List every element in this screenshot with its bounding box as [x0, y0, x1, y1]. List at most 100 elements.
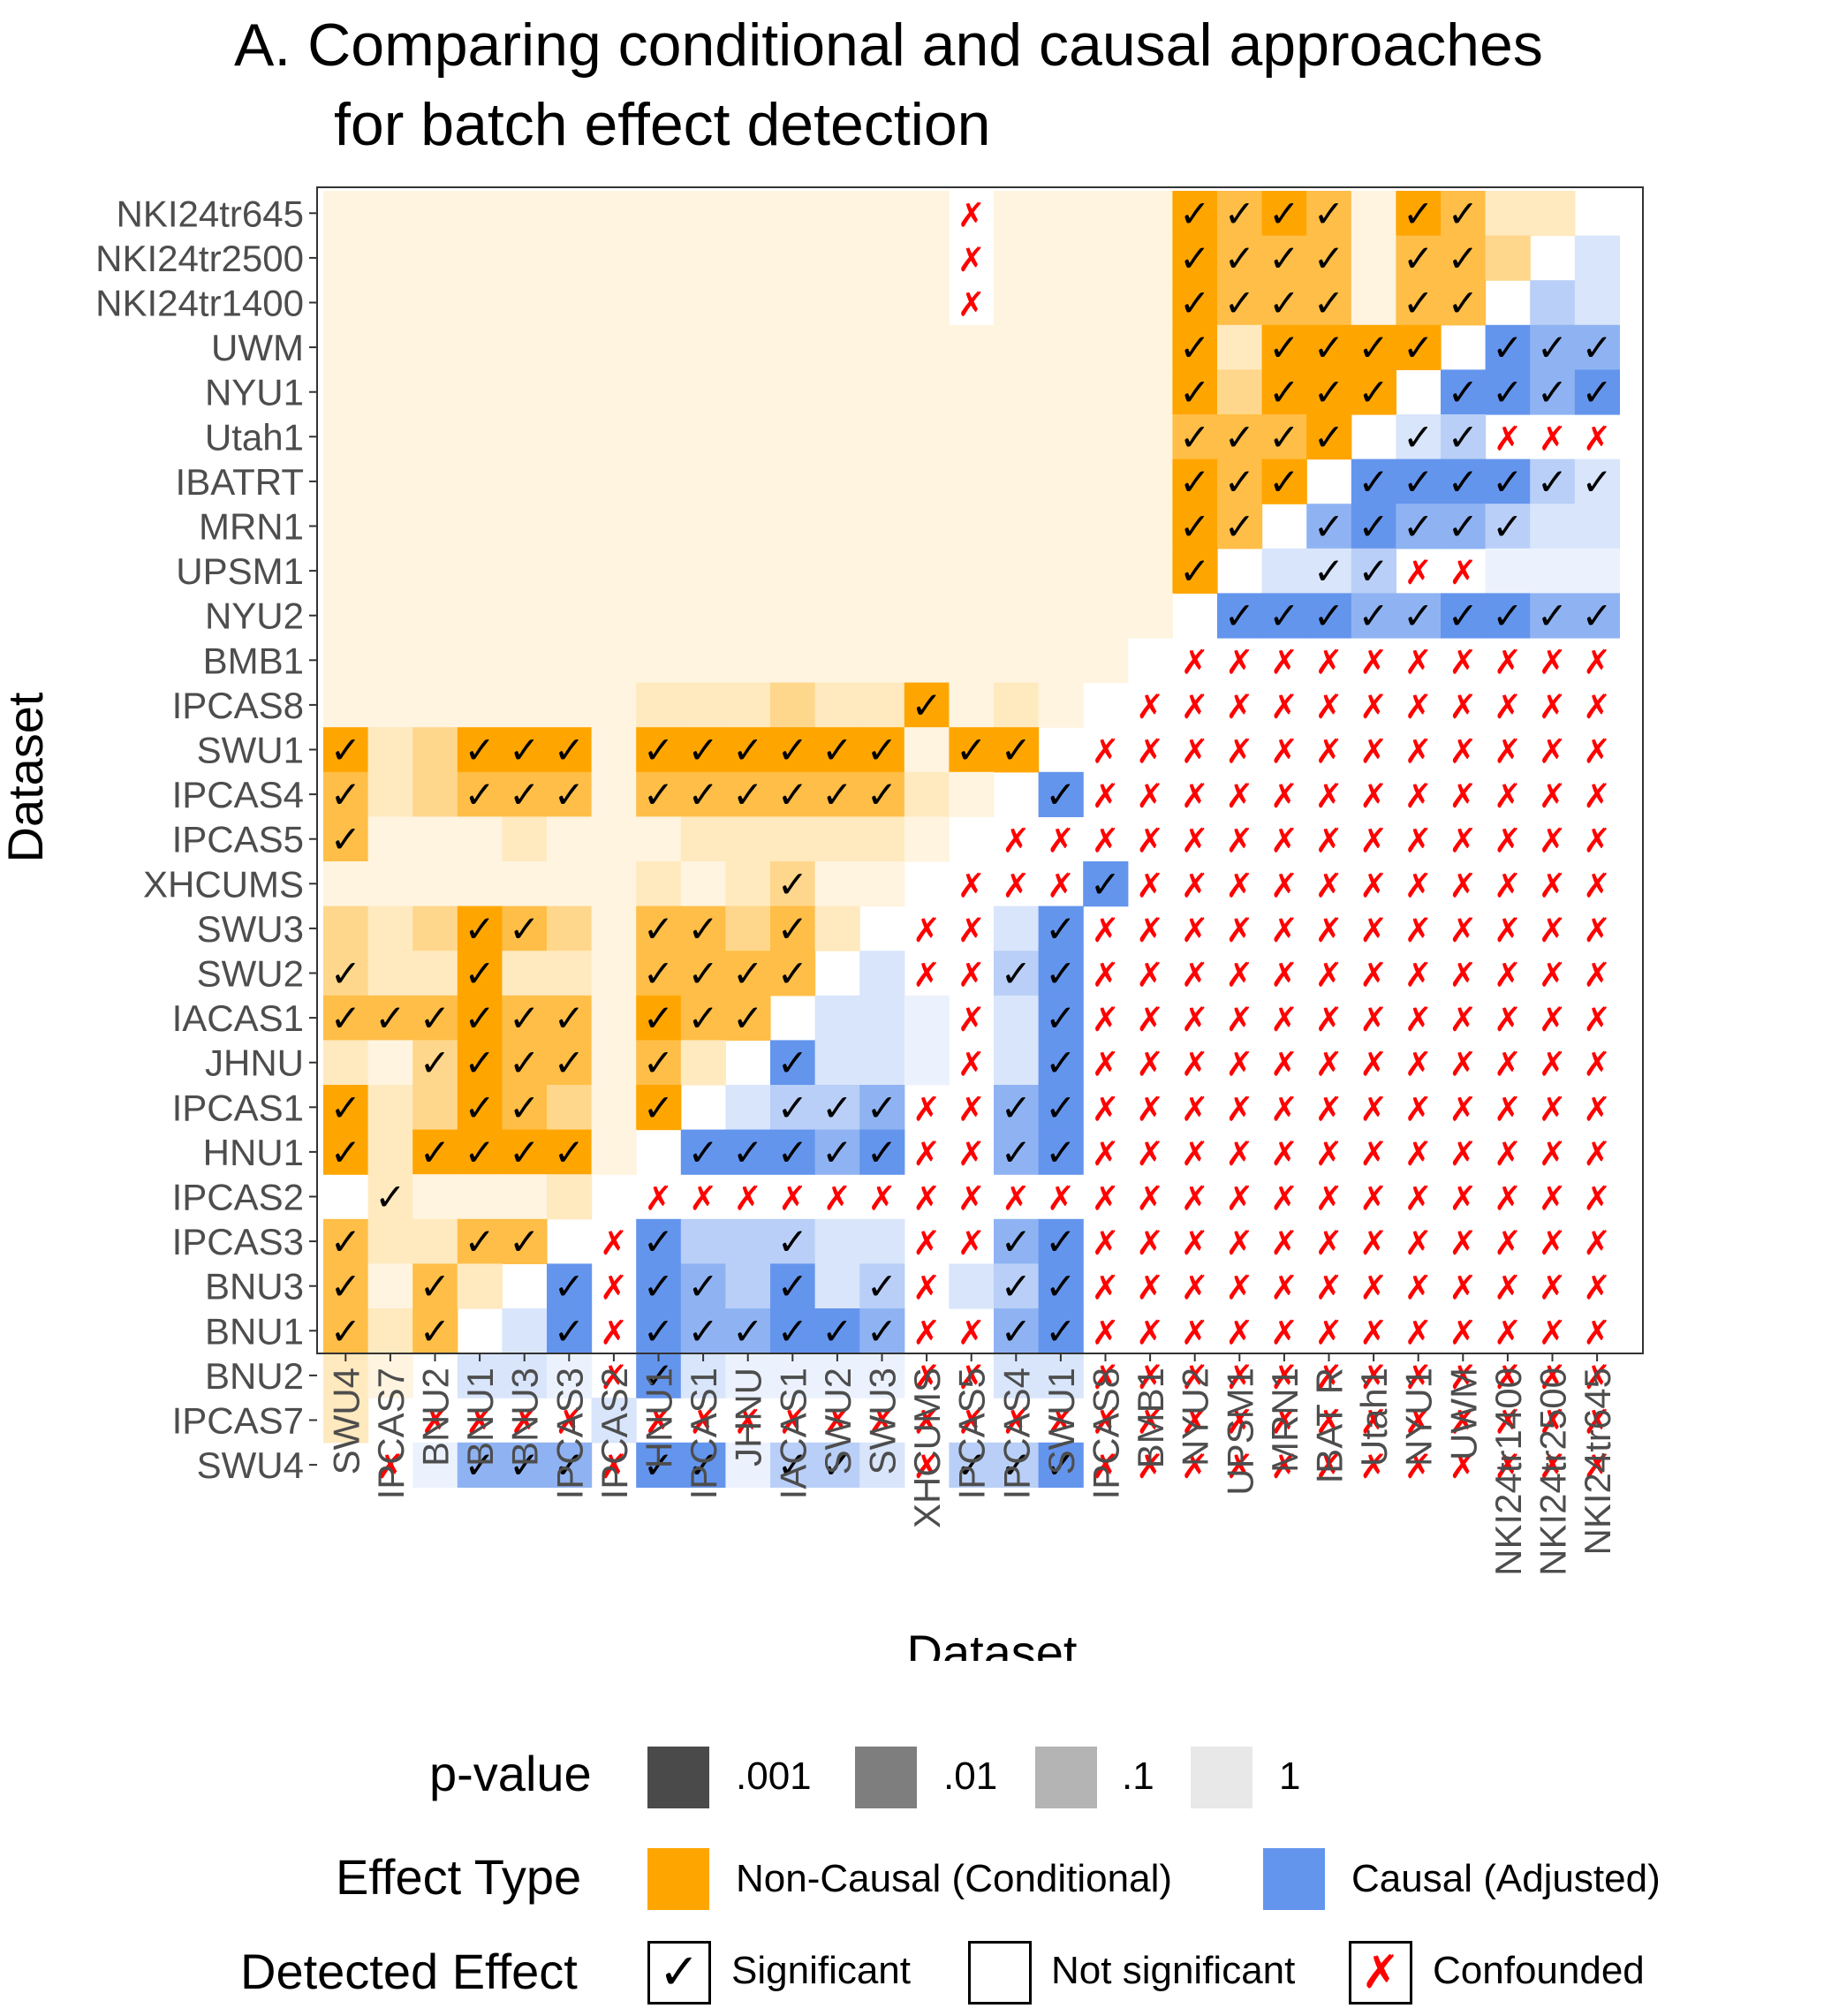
significant-check-mark: ✓ [1313, 505, 1344, 549]
confounded-cross-mark: ✗ [1225, 1179, 1253, 1218]
significant-check-mark: ✓ [1358, 460, 1389, 504]
heatmap-cell [412, 324, 458, 370]
confounded-cross-mark: ✗ [1449, 822, 1477, 860]
y-axis-tick-label: BNU3 [205, 1266, 304, 1307]
confounded-cross-mark: ✗ [1583, 822, 1611, 860]
heatmap-cell [1172, 191, 1218, 237]
significant-check-mark: ✓ [1537, 371, 1568, 414]
heatmap-cell [502, 548, 548, 594]
heatmap-cell [725, 593, 771, 639]
heatmap-cell [636, 816, 682, 862]
heatmap-cell [859, 682, 905, 728]
heatmap-cell [859, 727, 905, 773]
significant-check-mark: ✓ [687, 1444, 718, 1487]
heatmap-cell [994, 459, 1040, 504]
heatmap-cell [904, 324, 950, 370]
heatmap-cell [502, 951, 548, 997]
heatmap-cell [591, 1129, 637, 1175]
confounded-cross-mark: ✗ [1583, 1447, 1611, 1486]
significant-check-mark: ✓ [1224, 237, 1255, 280]
heatmap-cell [1306, 504, 1352, 549]
heatmap-cell [1038, 682, 1084, 728]
y-axis-tick-label: BNU2 [205, 1355, 304, 1397]
heatmap-cell [1038, 906, 1084, 951]
significant-check-mark: ✓ [1045, 907, 1076, 951]
significant-check-mark: ✓ [1045, 1086, 1076, 1129]
heatmap-cell [814, 1218, 860, 1264]
confounded-cross-mark: ✗ [1583, 419, 1611, 458]
heatmap-cell [949, 638, 995, 684]
heatmap-cell [1530, 191, 1576, 237]
significant-check-mark: ✓ [330, 1131, 361, 1174]
heatmap-cell [725, 1129, 771, 1175]
confounded-cross-mark: ✗ [689, 1179, 717, 1218]
heatmap-cell [994, 1442, 1040, 1488]
legend-effect-noncausal-label: Non-Causal (Conditional) [736, 1857, 1173, 1900]
heatmap-cell [591, 1085, 637, 1131]
confounded-cross-mark: ✗ [1181, 1313, 1209, 1352]
heatmap-cell [591, 191, 637, 237]
significant-check-mark: ✓ [1045, 952, 1076, 996]
significant-check-mark: ✓ [732, 1309, 763, 1353]
y-axis-tick-label: IPCAS3 [172, 1221, 304, 1262]
heatmap-cell [859, 995, 905, 1041]
heatmap-cell [547, 235, 593, 281]
heatmap-cell [1530, 504, 1576, 549]
heatmap-cell [1485, 324, 1531, 370]
significant-check-mark: ✓ [464, 1131, 495, 1174]
heatmap-cell [323, 1129, 369, 1175]
heatmap-cell [367, 771, 413, 817]
significant-check-mark: ✓ [1313, 549, 1344, 593]
significant-check-mark: ✓ [1001, 1131, 1032, 1174]
significant-check-mark: ✓ [643, 773, 674, 816]
heatmap-cell [636, 861, 682, 907]
heatmap-cell [457, 459, 503, 504]
confounded-cross-mark: ✗ [1404, 1269, 1433, 1307]
heatmap-cell [1306, 191, 1352, 237]
confounded-cross-mark: ✗ [1181, 1403, 1209, 1442]
confounded-cross-mark: ✗ [555, 1403, 583, 1442]
heatmap-cell [367, 1218, 413, 1264]
heatmap-cell [725, 682, 771, 728]
confounded-cross-mark: ✗ [1539, 1089, 1567, 1128]
confounded-cross-mark: ✗ [1449, 1089, 1477, 1128]
significant-check-mark: ✓ [330, 997, 361, 1040]
confounded-cross-mark: ✗ [1583, 1134, 1611, 1173]
significant-check-mark: ✓ [867, 1309, 897, 1353]
heatmap-cell [949, 1263, 995, 1309]
heatmap-cell [814, 1085, 860, 1131]
heatmap-cell [323, 1040, 369, 1086]
heatmap-cell [1172, 369, 1218, 415]
significant-check-mark: ✓ [1001, 952, 1032, 996]
heatmap-cell [636, 414, 682, 460]
confounded-cross-mark: ✗ [600, 1358, 628, 1397]
heatmap-cell [994, 1263, 1040, 1309]
heatmap-cell [547, 951, 593, 997]
significant-check-mark: ✓ [1045, 773, 1076, 816]
heatmap-cell [457, 1218, 503, 1264]
confounded-cross-mark: ✗ [1315, 1224, 1343, 1262]
heatmap-cell [1396, 504, 1442, 549]
confounded-cross-mark: ✗ [1136, 866, 1164, 905]
significant-check-mark: ✓ [1492, 460, 1523, 504]
y-axis-tick-label: Utah1 [205, 416, 304, 458]
heatmap-cell [904, 638, 950, 684]
legend-pvalue-label-001: .001 [736, 1755, 812, 1798]
confounded-cross-mark: ✗ [1136, 1179, 1164, 1218]
significant-check-mark: ✓ [1001, 1309, 1032, 1353]
heatmap-cell [859, 191, 905, 237]
heatmap-cell [591, 771, 637, 817]
confounded-cross-mark: ✗ [1539, 1045, 1567, 1084]
heatmap-cell [367, 548, 413, 594]
confounded-cross-mark: ✗ [1539, 419, 1567, 458]
heatmap-cell [323, 727, 369, 773]
heatmap-cell [680, 280, 726, 326]
heatmap-cell [502, 1129, 548, 1175]
significant-check-mark: ✓ [1224, 415, 1255, 459]
heatmap-cell [1261, 593, 1307, 639]
heatmap-cell [725, 727, 771, 773]
heatmap-cell [457, 861, 503, 907]
heatmap-cell [1038, 1218, 1084, 1264]
heatmap-cell [859, 816, 905, 862]
heatmap-cell [502, 1308, 548, 1354]
